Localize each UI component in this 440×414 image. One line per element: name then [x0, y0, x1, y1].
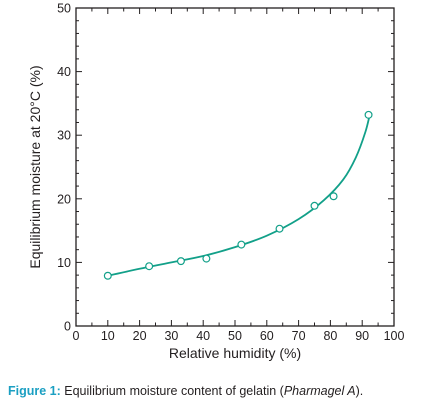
- x-tick-label: 40: [196, 329, 210, 343]
- data-point: [237, 240, 246, 249]
- caption-text: Equilibrium moisture content of gelatin …: [60, 384, 284, 398]
- y-tick-label: 50: [57, 2, 71, 16]
- y-tick-label: 40: [57, 65, 71, 79]
- x-tick-label: 90: [355, 329, 369, 343]
- y-tick-label: 0: [64, 320, 71, 334]
- caption-tail: ).: [355, 384, 364, 398]
- y-axis-label: Equilibrium moisture at 20°C (%): [27, 65, 43, 268]
- x-axis-label: Relative humidity (%): [169, 345, 301, 361]
- x-tick-label: 30: [164, 329, 178, 343]
- y-tick-label: 20: [57, 192, 71, 206]
- x-tick-label: 80: [323, 329, 337, 343]
- data-point: [364, 110, 373, 119]
- data-point: [275, 224, 284, 233]
- x-tick-label: 100: [384, 329, 405, 343]
- x-tick-label: 70: [292, 329, 306, 343]
- x-tick-label: 60: [260, 329, 274, 343]
- data-point: [329, 192, 338, 201]
- figure-caption: Figure 1: Equilibrium moisture content o…: [8, 383, 433, 399]
- y-tick-label: 10: [57, 256, 71, 270]
- figure-label: Figure 1:: [8, 384, 61, 398]
- y-tick-label: 30: [57, 129, 71, 143]
- plot-frame: [75, 7, 395, 327]
- x-tick-label: 0: [73, 329, 80, 343]
- data-point: [202, 254, 211, 263]
- data-point: [176, 257, 185, 266]
- data-point: [310, 201, 319, 210]
- x-tick-label: 10: [101, 329, 115, 343]
- data-point: [103, 271, 112, 280]
- x-tick-label: 50: [228, 329, 242, 343]
- caption-italic: Pharmagel A: [283, 384, 356, 398]
- data-point: [145, 262, 154, 271]
- x-tick-label: 20: [133, 329, 147, 343]
